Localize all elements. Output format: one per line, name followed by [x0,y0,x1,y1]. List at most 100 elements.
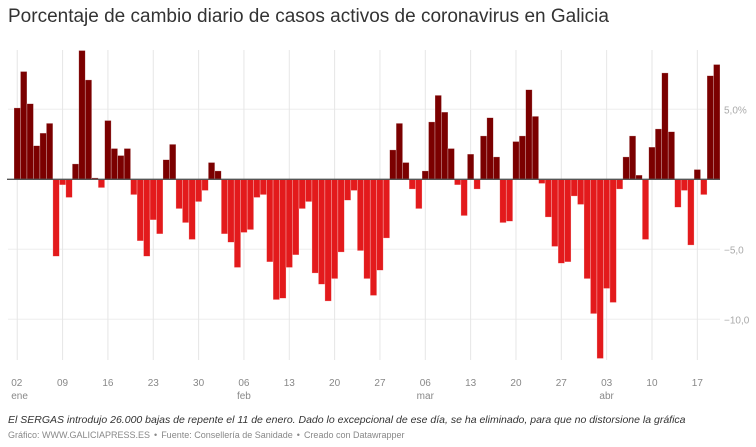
source-text: Fuente: Consellería de Sanidade [161,430,293,440]
bar-04-20 [713,64,721,180]
bar-02-07 [246,179,254,231]
bar-01-24 [156,179,164,235]
x-tick-label: 27 [374,378,386,389]
bar-01-19 [123,148,131,180]
bar-04-19 [706,75,714,180]
bar-04-04 [609,179,617,303]
bar-01-31 [201,179,209,191]
bar-03-23 [531,116,539,180]
bar-03-25 [544,179,552,218]
bar-02-28 [382,179,390,239]
bar-02-15 [298,179,306,210]
separator: • [154,430,158,440]
bar-04-18 [700,179,708,196]
bar-01-26 [169,144,177,180]
bar-02-13 [285,179,293,268]
bar-03-20 [512,141,520,180]
bar-03-28 [564,179,572,263]
x-tick-label: 09 [57,378,69,389]
bar-03-01 [389,149,397,180]
bar-04-09 [641,179,650,240]
bar-01-11 [71,163,80,180]
bar-01-13 [84,79,93,180]
x-tick-month-label: feb [237,391,251,402]
bar-02-10 [266,179,274,263]
bar-03-03 [402,162,410,180]
x-tick-label: 27 [556,378,568,389]
bar-02-08 [253,179,261,198]
bar-03-06 [421,170,429,180]
bar-03-30 [577,179,585,205]
separator: • [296,430,300,440]
bar-03-07 [428,121,436,180]
bar-03-02 [395,123,403,180]
bar-03-18 [499,179,507,224]
bar-01-21 [136,179,144,242]
bar-04-05 [616,179,624,190]
x-tick-label: 06 [420,378,432,389]
bar-02-09 [259,179,267,196]
bar-01-20 [130,179,138,196]
bar-01-29 [188,179,196,240]
x-tick-month-label: mar [417,391,435,402]
x-tick-label: 13 [465,378,477,389]
x-tick-label: 16 [102,378,114,389]
x-tick-label: 03 [601,378,613,389]
bar-01-03 [20,71,28,180]
bar-01-22 [143,179,151,257]
x-tick-label: 20 [510,378,522,389]
x-tick-label: 06 [238,378,250,389]
x-tick-label: 17 [692,378,704,389]
x-tick-label: 23 [148,378,160,389]
bar-04-10 [648,146,656,180]
bar-03-12 [460,179,468,217]
bar-04-11 [654,128,663,180]
bar-03-13 [467,153,475,180]
bar-03-31 [583,179,591,280]
x-tick-label: 20 [329,378,341,389]
bar-02-20 [331,179,339,280]
bar-02-05 [233,179,241,268]
bar-01-18 [117,155,125,180]
bar-03-08 [434,95,442,180]
bars [13,50,721,359]
bar-02-06 [240,179,248,233]
bar-01-04 [26,103,34,180]
bar-04-13 [667,131,675,180]
y-tick-label: −10,0 [724,315,750,326]
x-tick-label: 10 [646,378,658,389]
bar-02-11 [272,179,280,301]
chart-title: Porcentaje de cambio diario de casos act… [8,6,609,27]
chart-source: Gráfico: WWW.GALICIAPRESS.ES • Fuente: Con… [8,430,405,440]
bar-02-24 [356,179,365,252]
bar-02-16 [305,179,313,203]
bar-01-16 [104,120,112,180]
bar-02-14 [292,179,300,256]
bar-03-16 [486,117,494,180]
bar-02-25 [363,179,371,280]
bar-02-26 [369,179,378,296]
bar-01-07 [46,123,54,180]
bar-02-27 [376,179,384,271]
bar-02-18 [318,179,326,285]
bar-03-17 [493,156,501,180]
bar-03-15 [480,135,488,180]
bar-03-21 [518,135,526,180]
bar-02-04 [227,179,235,243]
bar-03-10 [447,148,455,180]
axes: 5,0% −5,0 −10,0 02 ene 09 16 23 30 06 feb 13 20 27 06 m… [7,105,750,402]
bar-01-30 [195,179,203,203]
bar-03-09 [441,111,449,180]
bar-01-08 [52,179,60,257]
bar-01-12 [78,50,86,180]
bar-03-19 [505,179,514,222]
bar-04-03 [603,179,611,289]
bar-01-15 [97,179,105,189]
bar-01-10 [65,179,73,198]
bar-04-16 [687,179,695,246]
bar-03-27 [557,179,565,264]
x-tick-label: 02 [11,378,23,389]
bar-03-11 [454,179,462,186]
bar-02-02 [214,170,222,180]
tool-link[interactable]: Creado con Datawrapper [303,430,405,440]
